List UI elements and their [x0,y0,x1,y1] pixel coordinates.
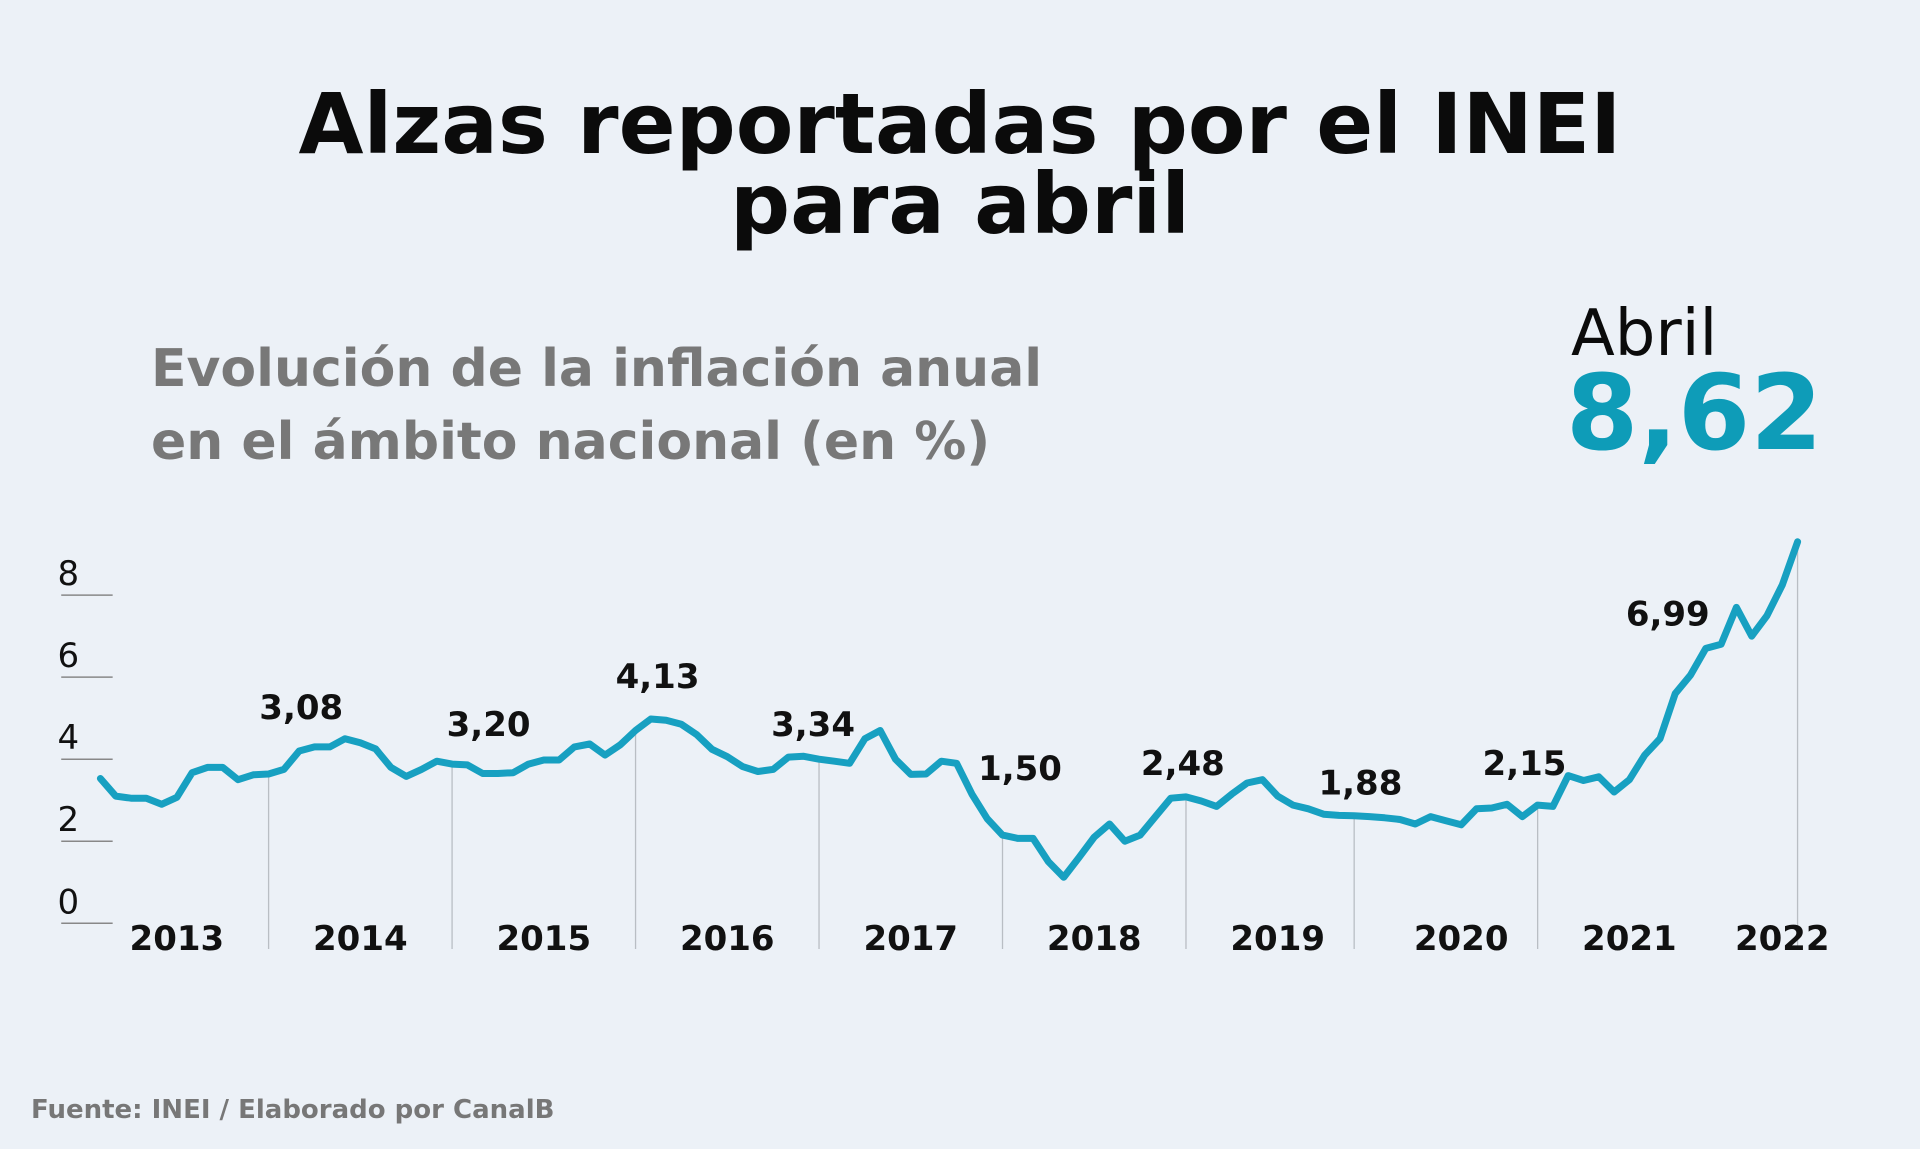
x-tick-label: 2019 [1230,919,1325,959]
x-tick-label: 2014 [313,919,408,959]
y-tick-label: 2 [58,800,80,840]
x-tick-label: 2018 [1047,919,1142,959]
y-tick-label: 0 [58,882,80,922]
chart-title: Alzas reportadas por el INEI [299,75,1622,173]
x-tick-label: 2015 [496,919,591,959]
data-label: 4,13 [616,657,700,697]
data-label: 3,20 [447,705,531,745]
y-tick-label: 8 [58,554,80,594]
highlight-value: 8,62 [1566,352,1823,474]
data-label: 1,88 [1318,764,1402,804]
y-tick-label: 4 [58,718,80,758]
x-tick-label: 2013 [130,919,225,959]
x-tick-label: 2020 [1414,919,1509,959]
x-tick-label: 2016 [680,919,775,959]
x-tick-label: 2017 [863,919,958,959]
data-label: 3,08 [259,688,343,728]
x-tick-label: 2022 [1735,919,1830,959]
data-label: 3,34 [771,705,855,745]
chart-title: para abril [730,155,1190,253]
y-tick-label: 6 [58,636,80,676]
subtitle: Evolución de la inflación anual [151,339,1042,399]
highlight-label: Abril [1571,297,1717,371]
data-label: 6,99 [1626,595,1710,635]
source: Fuente: INEI / Elaborado por CanalB [31,1095,554,1125]
subtitle: en el ámbito nacional (en %) [151,412,990,472]
data-label: 2,48 [1141,744,1225,784]
x-tick-label: 2021 [1582,919,1677,959]
data-label: 2,15 [1483,744,1567,784]
series-line [96,538,1802,881]
data-label: 1,50 [978,749,1062,789]
